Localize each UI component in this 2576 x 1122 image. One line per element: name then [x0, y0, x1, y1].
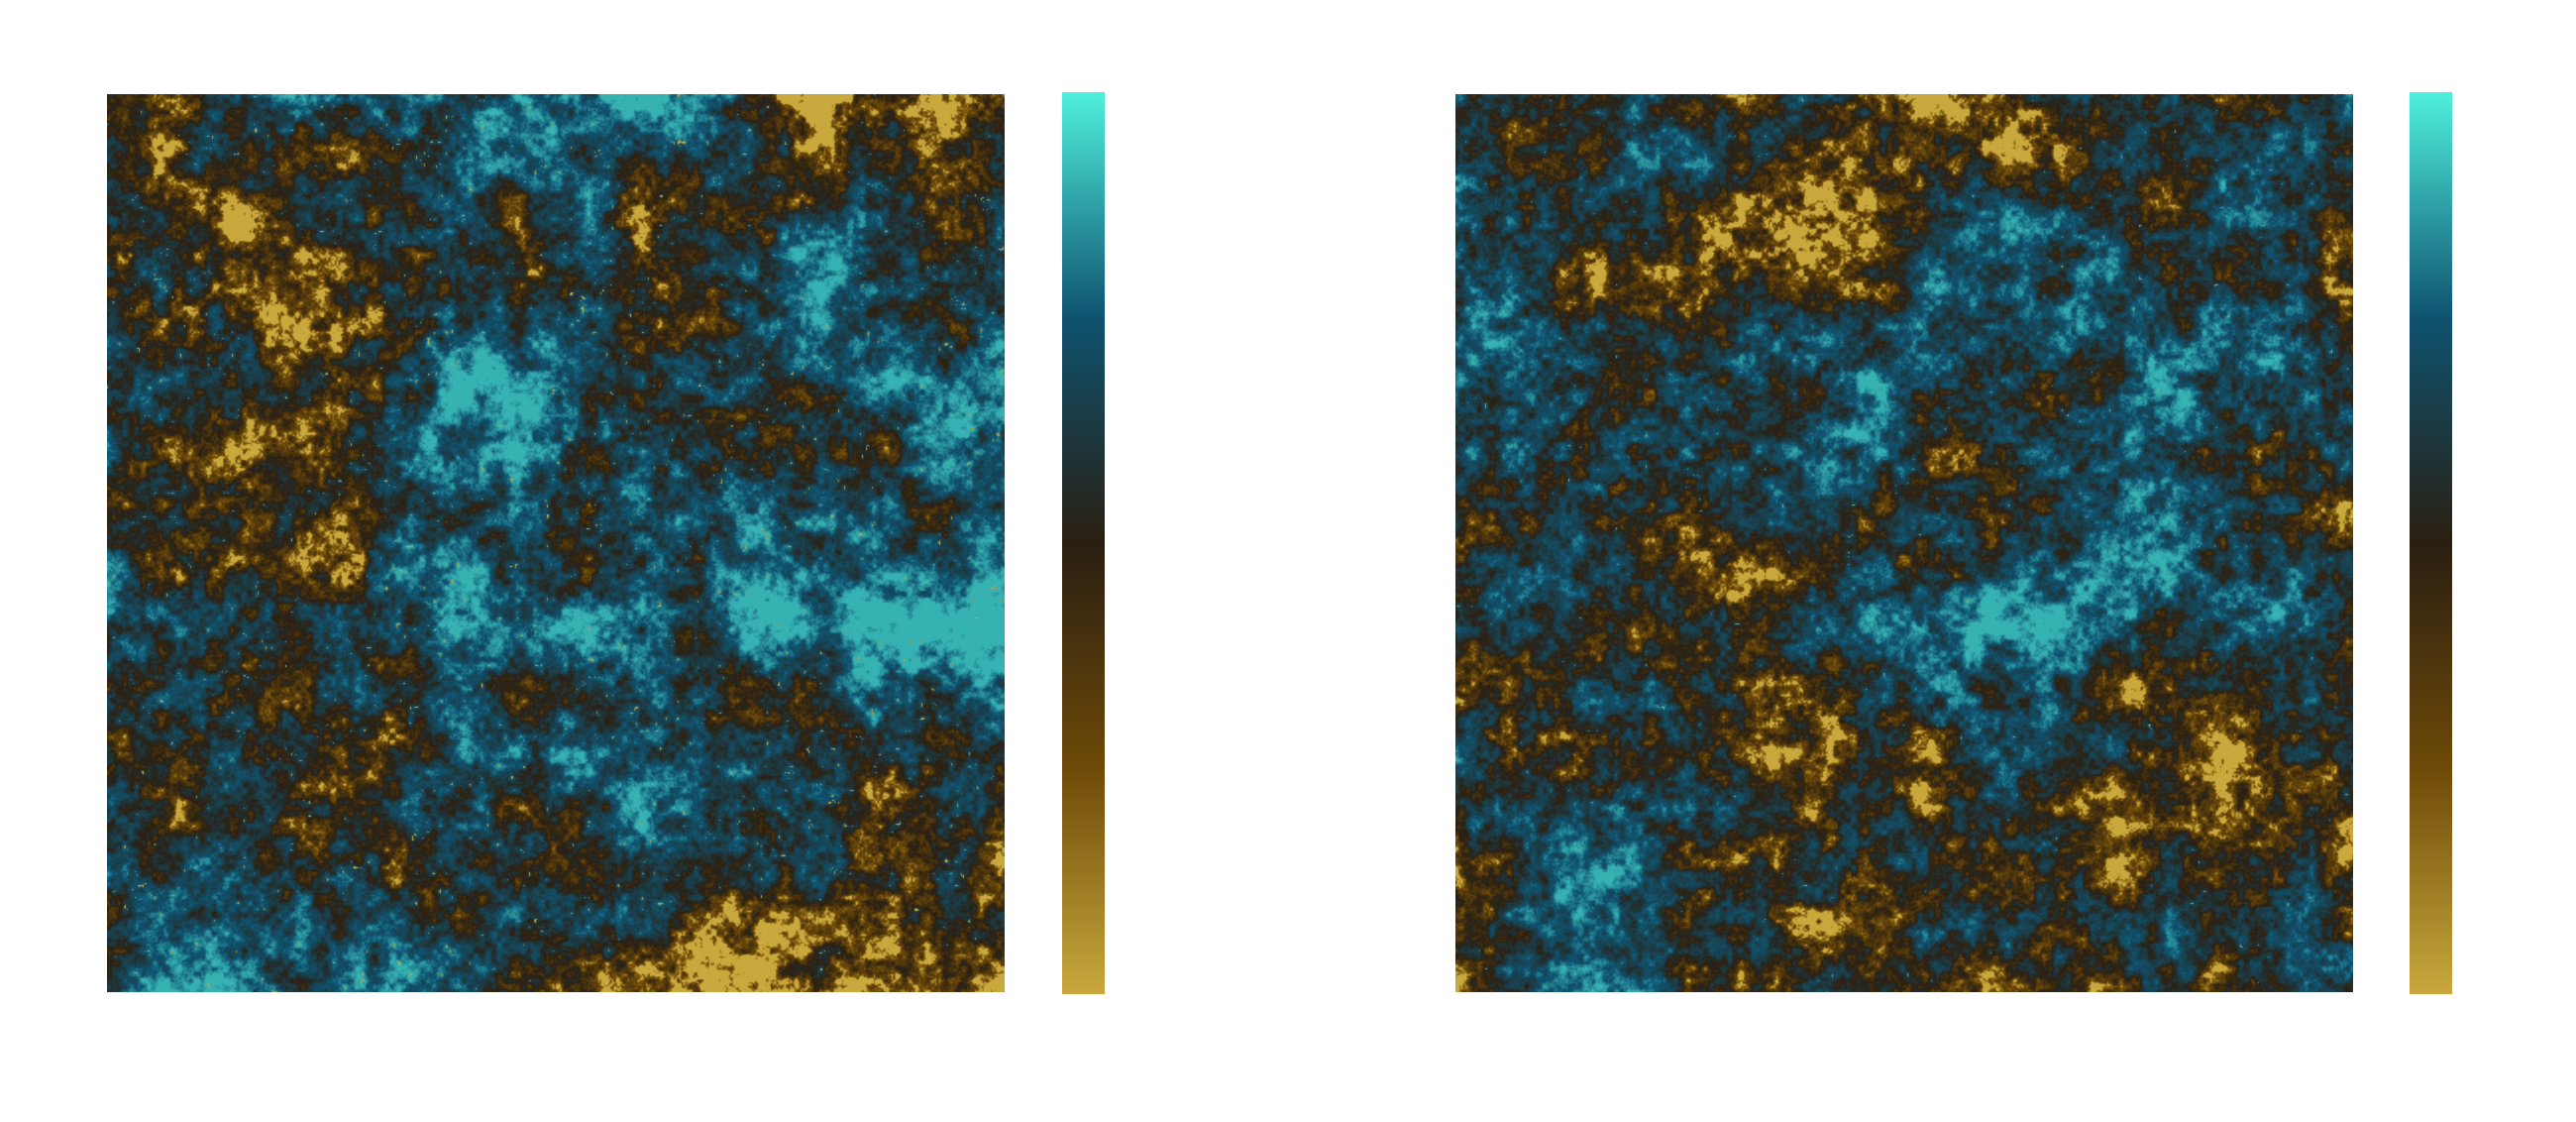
colorbar-right [2410, 92, 2452, 994]
density-map-left [107, 94, 1005, 992]
colorbar-left [1062, 92, 1105, 994]
density-map-right [1455, 94, 2353, 992]
